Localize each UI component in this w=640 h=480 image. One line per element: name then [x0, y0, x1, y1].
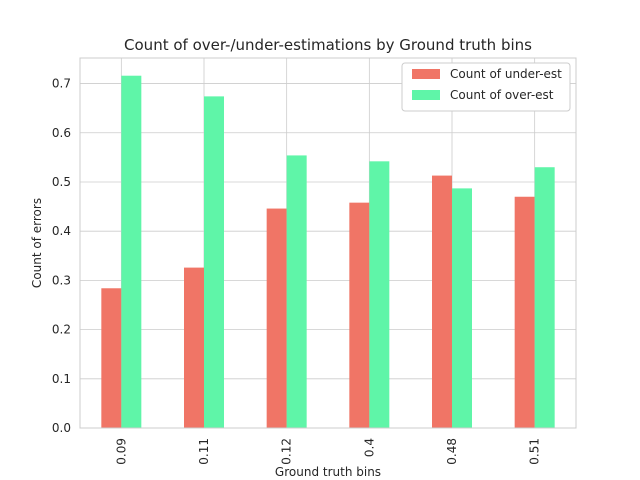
x-tick-label: 0.09	[114, 438, 128, 465]
bar-over-est-0.12	[286, 155, 307, 428]
x-tick-labels: 0.09 0.11 0.12 0.4 0.48 0.51	[114, 438, 541, 465]
legend-box	[401, 62, 571, 112]
y-tick-label: 0.0	[52, 421, 71, 435]
x-tick-label: 0.51	[528, 438, 542, 465]
y-tick-label: 0.5	[52, 175, 71, 189]
y-tick-label: 0.4	[52, 224, 71, 238]
y-tick-label: 0.1	[52, 372, 71, 386]
x-tick-label: 0.11	[197, 438, 211, 465]
x-tick-label: 0.12	[280, 438, 294, 465]
bar-over-est-0.11	[204, 96, 224, 429]
x-tick-label: 0.4	[362, 438, 376, 457]
legend-label: Count of over-est	[450, 88, 554, 102]
y-axis-label: Count of errors	[30, 198, 44, 288]
legend-swatch	[412, 69, 440, 79]
x-tick-label: 0.48	[445, 438, 459, 465]
bar-over-est-0.51	[534, 167, 555, 428]
plot-frame	[79, 57, 577, 429]
bar-over-est-0.4	[369, 161, 390, 428]
bar-under-est-0.09	[101, 288, 122, 428]
y-tick-label: 0.6	[52, 126, 71, 140]
bar-under-est-0.12	[266, 208, 287, 428]
bars	[101, 75, 555, 429]
chart-title: Count of over-/under-estimations by Grou…	[124, 36, 532, 54]
bar-under-est-0.4	[349, 202, 370, 428]
y-tick-label: 0.2	[52, 323, 71, 337]
y-tick-label: 0.7	[52, 77, 71, 91]
legend-label: Count of under-est	[450, 67, 562, 81]
bar-under-est-0.48	[432, 175, 452, 428]
x-axis-label: Ground truth bins	[275, 465, 381, 479]
y-tick-label: 0.3	[52, 273, 71, 287]
bar-over-est-0.48	[452, 188, 472, 428]
bar-under-est-0.51	[514, 196, 535, 428]
bar-under-est-0.11	[184, 267, 204, 428]
gridlines	[80, 58, 576, 429]
legend: Count of under-est Count of over-est	[401, 62, 571, 112]
legend-swatch	[412, 90, 440, 100]
y-tick-labels: 0.0 0.1 0.2 0.3 0.4 0.5 0.6 0.7	[52, 77, 71, 435]
bar-over-est-0.09	[121, 75, 142, 428]
